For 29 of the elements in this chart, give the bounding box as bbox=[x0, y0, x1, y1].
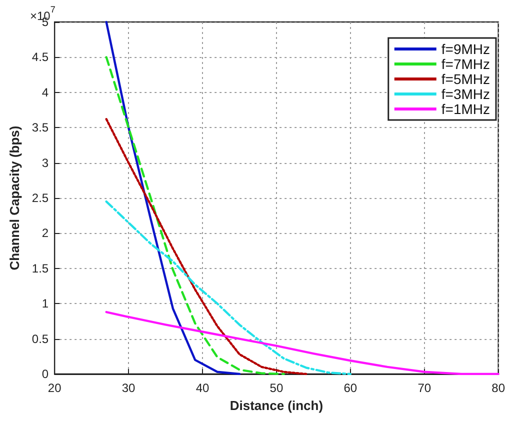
x-tick-label: 20 bbox=[48, 381, 62, 395]
line-series bbox=[105, 200, 352, 376]
x-tick-label: 30 bbox=[122, 381, 136, 395]
line-series bbox=[105, 310, 500, 376]
x-tick-label: 40 bbox=[196, 381, 210, 395]
legend-label: f=1MHz bbox=[441, 101, 490, 117]
y-tick-label: 2 bbox=[42, 226, 49, 240]
x-tick-label: 80 bbox=[492, 381, 506, 395]
y-tick-label: 1 bbox=[42, 296, 49, 311]
x-axis-title: Distance (inch) bbox=[230, 398, 324, 413]
y-tick-label: 1.5 bbox=[32, 261, 49, 276]
y-tick-label: 3 bbox=[42, 156, 49, 170]
x-tick-label: 50 bbox=[270, 381, 284, 395]
y-tick-label: 3.5 bbox=[32, 120, 49, 135]
line-series bbox=[105, 56, 285, 376]
legend-label: f=7MHz bbox=[441, 56, 490, 72]
y-tick-label: 2.5 bbox=[32, 191, 49, 205]
line-series bbox=[105, 118, 308, 376]
y-tick-label: 4 bbox=[42, 85, 49, 100]
legend-label: f=9MHz bbox=[441, 41, 490, 57]
y-axis-title: Channel Capacity (bps) bbox=[7, 126, 22, 270]
legend-label: f=3MHz bbox=[441, 86, 490, 102]
x-tick-label: 70 bbox=[418, 381, 432, 395]
y-tick-label: 0 bbox=[42, 367, 49, 381]
y-tick-label: 4.5 bbox=[32, 50, 49, 64]
x-tick-label: 60 bbox=[344, 381, 358, 395]
legend-label: f=5MHz bbox=[441, 71, 490, 87]
line-series bbox=[105, 20, 241, 376]
y-tick-label: 0.5 bbox=[32, 332, 49, 346]
